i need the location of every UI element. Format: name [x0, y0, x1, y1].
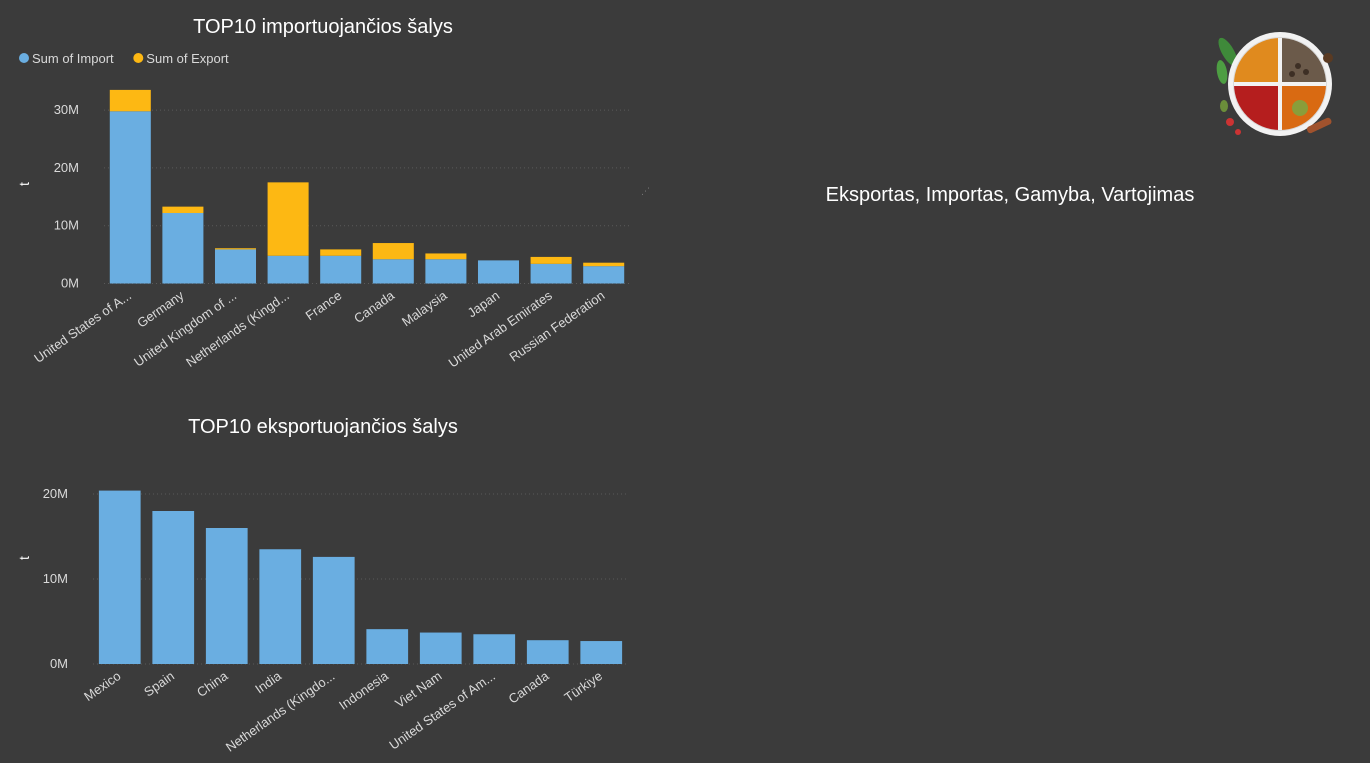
import-bar-sum-of-import[interactable]	[267, 255, 309, 284]
export-x-tick-label: Indonesia	[336, 668, 391, 713]
import-chart-title: TOP10 importuojančios šalys	[193, 16, 453, 38]
legend-marker	[19, 53, 29, 63]
import-bar-sum-of-export[interactable]	[267, 182, 309, 256]
import-bar-sum-of-import[interactable]	[372, 259, 414, 284]
import-bar-sum-of-import[interactable]	[530, 263, 572, 284]
import-bar-sum-of-export[interactable]	[162, 206, 204, 213]
export-x-tick-label: Türkiye	[561, 668, 605, 705]
export-y-tick-label: 20M	[43, 486, 68, 501]
import-y-tick-label: 10M	[54, 218, 79, 233]
import-y-tick-label: 0M	[61, 276, 79, 291]
legend-marker	[133, 53, 144, 63]
import-bar-sum-of-export[interactable]	[320, 249, 362, 256]
import-bar-sum-of-import[interactable]	[214, 249, 257, 284]
export-bars[interactable]	[98, 490, 623, 664]
export-x-tick-label: Spain	[141, 668, 177, 699]
import-bar-sum-of-import[interactable]	[320, 255, 362, 284]
export-x-tick-label: Mexico	[81, 668, 123, 704]
export-chart-title: TOP10 eksportuojančios šalys	[188, 416, 458, 438]
export-y-tick-label: 10M	[43, 571, 68, 586]
resize-handle-icon[interactable]: ⋰	[641, 186, 650, 196]
import-bar-sum-of-export[interactable]	[372, 243, 414, 260]
import-bar-sum-of-export[interactable]	[109, 89, 151, 112]
import-bar-sum-of-export[interactable]	[425, 253, 467, 260]
spice-bowl-image	[1216, 32, 1333, 136]
export-x-tick-label: India	[252, 668, 284, 697]
import-bar-sum-of-import[interactable]	[425, 259, 467, 284]
page-heading: Eksportas, Importas, Gamyba, Vartojimas	[825, 184, 1195, 206]
import-bar-sum-of-export[interactable]	[530, 256, 572, 264]
import-bar-sum-of-export[interactable]	[214, 248, 257, 250]
import-bar-sum-of-import[interactable]	[477, 260, 520, 284]
export-bar-value[interactable]	[98, 490, 141, 664]
export-bar-value[interactable]	[580, 641, 623, 664]
import-bar-sum-of-import[interactable]	[162, 212, 204, 284]
export-chart[interactable]: TOP10 eksportuojančios šalys t 0M10M20M …	[0, 0, 650, 763]
export-x-tick-label: Canada	[506, 668, 553, 707]
export-bar-value[interactable]	[312, 556, 355, 664]
export-y-axis-title: t	[16, 556, 32, 560]
import-y-axis: 0M 10M 20M 30M	[54, 102, 79, 290]
import-bar-sum-of-export[interactable]	[583, 262, 625, 267]
import-y-axis-title: t	[16, 182, 32, 186]
export-bar-value[interactable]	[152, 511, 195, 664]
export-bar-value[interactable]	[366, 629, 409, 664]
import-bars[interactable]	[109, 89, 625, 284]
import-bar-sum-of-import[interactable]	[583, 266, 625, 284]
export-x-tick-label: China	[194, 668, 231, 700]
export-bar-value[interactable]	[205, 528, 248, 664]
export-bar-value[interactable]	[473, 634, 516, 664]
import-y-tick-label: 30M	[54, 102, 79, 117]
import-chart[interactable]: TOP10 importuojančios šalys Sum of Impor…	[0, 0, 650, 390]
export-bar-value[interactable]	[419, 632, 462, 664]
import-chart-legend: Sum of Import Sum of Export	[19, 51, 229, 66]
export-y-axis: 0M 10M 20M	[43, 486, 68, 671]
import-y-tick-label: 20M	[54, 160, 79, 175]
legend-label: Sum of Export	[146, 51, 229, 66]
export-y-tick-label: 0M	[50, 656, 68, 671]
export-bar-value[interactable]	[526, 640, 569, 664]
legend-label: Sum of Import	[32, 51, 114, 66]
import-bar-sum-of-import[interactable]	[109, 111, 151, 284]
export-bar-value[interactable]	[259, 549, 302, 664]
